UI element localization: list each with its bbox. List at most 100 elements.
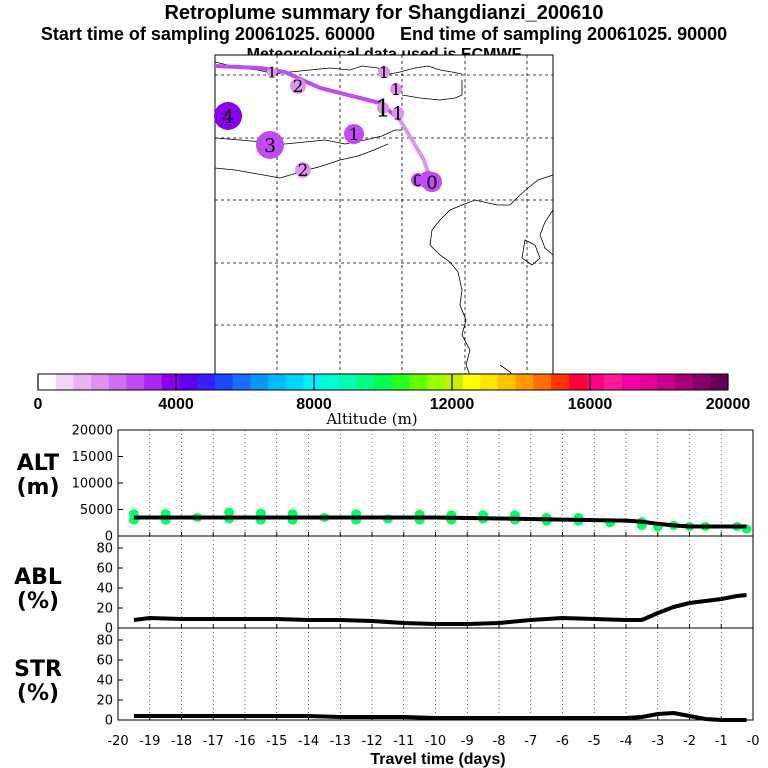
colorbar-swatch xyxy=(91,374,110,390)
x-tick-label: -16 xyxy=(234,734,255,749)
plume-marker xyxy=(378,66,390,78)
y-tick-label: 10000 xyxy=(72,477,113,492)
x-tick-label: -9 xyxy=(461,734,474,749)
plume-day-label: 0 xyxy=(426,172,437,193)
panel-label-name: ALT xyxy=(17,451,59,476)
plume-marker xyxy=(392,107,404,119)
plume-track-near xyxy=(398,118,432,179)
panel-label-unit: (%) xyxy=(17,681,59,706)
time-series-panels: 20000150001000050000ALT(m)806040200ABL(%… xyxy=(14,424,759,750)
colorbar-swatch xyxy=(55,374,74,390)
start-time-label: Start time of sampling 20061025. 60000 xyxy=(40,24,375,44)
plume-marker xyxy=(377,102,389,114)
y-tick-label: 80 xyxy=(96,634,113,649)
colorbar-swatch xyxy=(38,374,57,390)
sampling-times: Start time of sampling 20061025. 60000 E… xyxy=(0,24,768,45)
plume-marker xyxy=(344,124,364,144)
colorbar-swatch xyxy=(427,374,446,390)
x-tick-label: -5 xyxy=(588,734,601,749)
colorbar-swatch xyxy=(197,374,216,390)
plume-day-label: 4 xyxy=(222,106,234,128)
x-tick-label: -4 xyxy=(620,734,633,749)
colorbar-swatch xyxy=(692,374,711,390)
series-line xyxy=(133,711,747,722)
x-tick-label: -1 xyxy=(715,734,728,749)
end-time-label: End time of sampling 20061025. 90000 xyxy=(400,24,728,44)
colorbar-swatch xyxy=(480,374,499,390)
x-tick-label: -3 xyxy=(651,734,664,749)
colorbar-swatch xyxy=(462,374,481,390)
colorbar-swatch xyxy=(214,374,234,390)
coastline-mid xyxy=(214,129,402,145)
colorbar-swatch xyxy=(126,374,145,390)
x-tick-label: -0 xyxy=(747,734,760,749)
colorbar-tick-label: 8000 xyxy=(296,396,332,413)
panel-label-name: STR xyxy=(14,657,62,682)
y-tick-label: 20 xyxy=(96,602,113,617)
x-tick-label: -18 xyxy=(171,734,192,749)
colorbar-swatch xyxy=(515,374,534,390)
x-tick-label: -17 xyxy=(203,734,224,749)
x-tick-label: -6 xyxy=(556,734,569,749)
colorbar-swatch xyxy=(161,374,181,390)
x-tick-label: -2 xyxy=(683,734,696,749)
x-axis-title: Travel time (days) xyxy=(370,751,505,768)
panel-label-name: ABL xyxy=(14,565,62,590)
colorbar-swatch xyxy=(533,374,552,390)
chart-title: Retroplume summary for Shangdianzi_20061… xyxy=(164,2,604,24)
colorbar-swatch xyxy=(338,374,357,390)
colorbar-swatch xyxy=(551,374,570,390)
altitude-colorbar: 0 4000 8000 12000 16000 20000 xyxy=(34,373,751,413)
y-tick-label: 20 xyxy=(96,694,113,709)
x-tick-label: -11 xyxy=(393,734,414,749)
y-tick-label: 0 xyxy=(105,714,113,729)
y-tick-label: 60 xyxy=(96,654,113,669)
series-line xyxy=(133,515,747,529)
x-tick-label: -20 xyxy=(107,734,128,749)
colorbar-tick-label: 0 xyxy=(34,396,43,413)
colorbar-swatch xyxy=(586,374,605,390)
x-tick-label: -12 xyxy=(361,734,382,749)
panel-label-unit: (%) xyxy=(17,589,59,614)
coastline-south xyxy=(214,143,389,179)
colorbar-swatch xyxy=(144,374,163,390)
colorbar-swatch xyxy=(73,374,92,390)
coastline-korea xyxy=(429,174,554,376)
altitude-cluster-point xyxy=(255,508,266,518)
colorbar-swatch xyxy=(444,374,464,390)
plume-day-label: 2 xyxy=(293,77,304,97)
colorbar-swatch xyxy=(674,374,694,390)
plume-marker xyxy=(295,162,311,178)
plume-day-label: 0 xyxy=(413,171,423,190)
coastline-japan xyxy=(539,209,554,256)
x-tick-label: -10 xyxy=(425,734,446,749)
plume-day-label: 1 xyxy=(349,125,360,145)
colorbar-swatch xyxy=(621,374,641,390)
x-tick-label: -7 xyxy=(524,734,537,749)
y-tick-label: 60 xyxy=(96,562,113,577)
panel-alt: 20000 15000 10000 5000 0 ALT(m) xyxy=(16,424,754,545)
colorbar-tick-label: 16000 xyxy=(568,396,613,413)
y-tick-label: 80 xyxy=(96,542,113,557)
y-tick-label: 40 xyxy=(96,582,113,597)
colorbar-tick-label: 12000 xyxy=(430,396,475,413)
y-tick-label: 5000 xyxy=(80,503,113,518)
colorbar-tick-label: 4000 xyxy=(158,396,194,413)
colorbar-swatch xyxy=(498,374,517,390)
x-tick-label: -15 xyxy=(266,734,287,749)
plume-day-label: 1 xyxy=(391,80,401,99)
colorbar-swatch xyxy=(568,374,587,390)
altitude-cluster-point xyxy=(224,507,235,517)
plume-day-label: 1 xyxy=(379,63,389,82)
plume-marker xyxy=(256,131,284,159)
panel-abl: 80 60 40 20 0 ABL(%) xyxy=(14,535,754,637)
y-tick-label: 20000 xyxy=(72,424,113,439)
plume-day-label: 3 xyxy=(264,135,276,157)
plume-marker xyxy=(290,78,306,94)
plume-day-label: 1 xyxy=(267,63,277,81)
colorbar-tick-label: 20000 xyxy=(706,396,751,413)
y-tick-label: 0 xyxy=(105,622,113,637)
y-tick-label: 40 xyxy=(96,674,113,689)
